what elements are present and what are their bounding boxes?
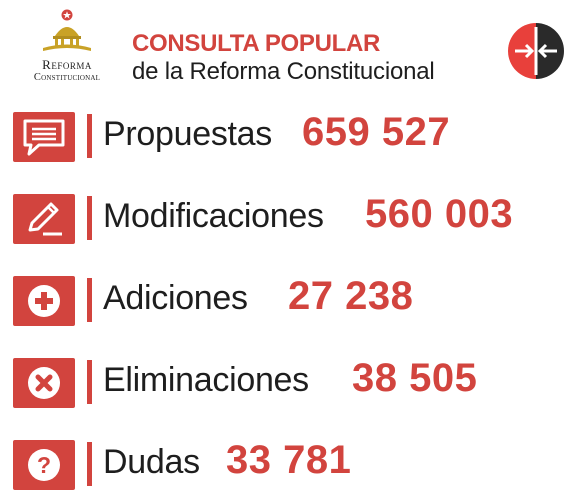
arrows-converging-icon (508, 23, 564, 79)
capitol-emblem-icon (43, 9, 91, 51)
stat-label: Eliminaciones (103, 361, 309, 399)
reforma-logo: Reforma Constitucional (8, 8, 126, 84)
logo-text-line1: Reforma (42, 57, 92, 72)
stat-value: 560 003 (365, 192, 514, 236)
stat-row-eliminaciones: Eliminaciones 38 505 (0, 350, 580, 410)
stat-row-modificaciones: Modificaciones 560 003 (0, 186, 580, 246)
stat-label: Adiciones (103, 279, 248, 317)
plus-circle-icon (13, 276, 75, 326)
x-circle-icon (13, 358, 75, 408)
stat-row-adiciones: Adiciones 27 238 (0, 268, 580, 328)
question-circle-icon: ? (13, 440, 75, 490)
divider-bar (87, 360, 92, 404)
stat-value: 659 527 (302, 110, 451, 154)
divider-bar (87, 278, 92, 322)
stat-value: 33 781 (226, 438, 352, 482)
divider-bar (87, 196, 92, 240)
stat-row-propuestas: Propuestas 659 527 (0, 104, 580, 164)
logo-text-line2: Constitucional (33, 72, 101, 83)
divider-bar (87, 442, 92, 486)
svg-text:?: ? (37, 452, 51, 478)
speech-bubble-icon (13, 112, 75, 162)
stat-label: Dudas (103, 443, 200, 481)
stat-value: 27 238 (288, 274, 414, 318)
pencil-icon (13, 194, 75, 244)
stat-label: Propuestas (103, 115, 272, 153)
stat-label: Modificaciones (103, 197, 324, 235)
page-subtitle: de la Reforma Constitucional (132, 58, 435, 85)
stat-value: 38 505 (352, 356, 478, 400)
stat-row-dudas: ? Dudas 33 781 (0, 432, 580, 492)
page-title: CONSULTA POPULAR (132, 30, 381, 57)
divider-bar (87, 114, 92, 158)
